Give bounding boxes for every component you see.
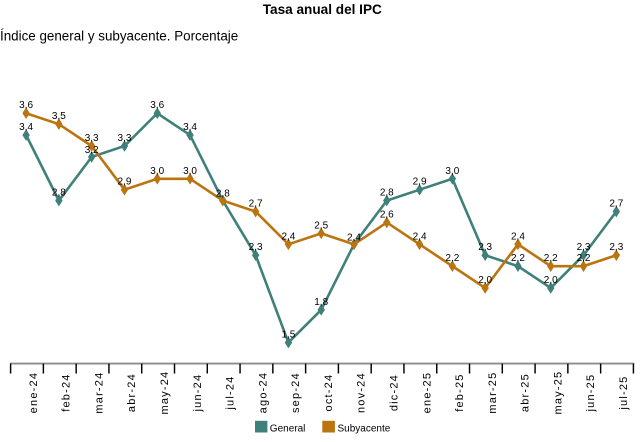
svg-text:2,3: 2,3 (478, 242, 492, 253)
svg-text:may-25: may-25 (552, 371, 564, 415)
svg-text:1,8: 1,8 (314, 297, 328, 308)
svg-text:Subyacente: Subyacente (338, 423, 391, 434)
svg-text:2,3: 2,3 (249, 242, 263, 253)
svg-text:2,8: 2,8 (52, 188, 66, 199)
svg-text:ago-24: ago-24 (257, 372, 269, 413)
svg-text:2,9: 2,9 (118, 177, 132, 188)
svg-text:mar-24: mar-24 (93, 372, 105, 414)
svg-text:2,0: 2,0 (478, 275, 492, 286)
svg-text:2,7: 2,7 (609, 199, 623, 210)
svg-text:1,5: 1,5 (281, 330, 295, 341)
svg-text:3,5: 3,5 (52, 111, 66, 122)
svg-text:3,0: 3,0 (150, 166, 164, 177)
svg-text:sep-24: sep-24 (290, 372, 302, 413)
svg-text:2,7: 2,7 (249, 199, 263, 210)
svg-text:ene-25: ene-25 (421, 372, 433, 413)
svg-text:2,4: 2,4 (281, 231, 295, 242)
svg-text:oct-24: oct-24 (323, 374, 335, 412)
svg-text:feb-24: feb-24 (61, 373, 73, 411)
svg-text:jul-24: jul-24 (225, 376, 237, 411)
svg-text:jun-25: jun-25 (585, 374, 597, 413)
svg-text:jul-25: jul-25 (618, 376, 630, 411)
svg-text:2,6: 2,6 (380, 209, 394, 220)
svg-text:2,4: 2,4 (511, 231, 525, 242)
svg-text:Índice general y subyacente. P: Índice general y subyacente. Porcentaje (0, 28, 238, 43)
svg-text:2,9: 2,9 (413, 177, 427, 188)
svg-text:2,3: 2,3 (577, 242, 591, 253)
svg-text:2,8: 2,8 (380, 188, 394, 199)
svg-text:abr-25: abr-25 (520, 373, 532, 412)
svg-text:3,0: 3,0 (183, 166, 197, 177)
svg-text:2,3: 2,3 (609, 242, 623, 253)
svg-text:2,5: 2,5 (314, 220, 328, 231)
svg-text:3,2: 3,2 (85, 145, 99, 156)
svg-text:Tasa anual del IPC: Tasa anual del IPC (263, 2, 382, 17)
svg-text:3,6: 3,6 (19, 100, 33, 111)
svg-text:ene-24: ene-24 (28, 372, 40, 413)
svg-text:3,4: 3,4 (183, 122, 197, 133)
svg-text:3,3: 3,3 (85, 133, 99, 144)
svg-text:mar-25: mar-25 (487, 372, 499, 414)
svg-text:dic-24: dic-24 (388, 374, 400, 411)
svg-text:may-24: may-24 (159, 371, 171, 415)
svg-text:2,2: 2,2 (577, 253, 591, 264)
svg-text:3,4: 3,4 (19, 122, 33, 133)
svg-text:2,4: 2,4 (413, 231, 427, 242)
svg-text:2,2: 2,2 (445, 253, 459, 264)
svg-text:3,6: 3,6 (150, 100, 164, 111)
svg-text:2,2: 2,2 (544, 253, 558, 264)
svg-text:feb-25: feb-25 (454, 373, 466, 411)
svg-text:3,0: 3,0 (445, 166, 459, 177)
svg-text:abr-24: abr-24 (126, 373, 138, 412)
svg-text:jun-24: jun-24 (192, 374, 204, 413)
svg-text:nov-24: nov-24 (356, 372, 368, 413)
svg-text:3,3: 3,3 (118, 133, 132, 144)
svg-text:2,0: 2,0 (544, 275, 558, 286)
svg-text:2,2: 2,2 (511, 253, 525, 264)
svg-text:2,8: 2,8 (216, 189, 230, 200)
svg-text:General: General (270, 423, 306, 434)
svg-text:2,4: 2,4 (347, 233, 361, 244)
